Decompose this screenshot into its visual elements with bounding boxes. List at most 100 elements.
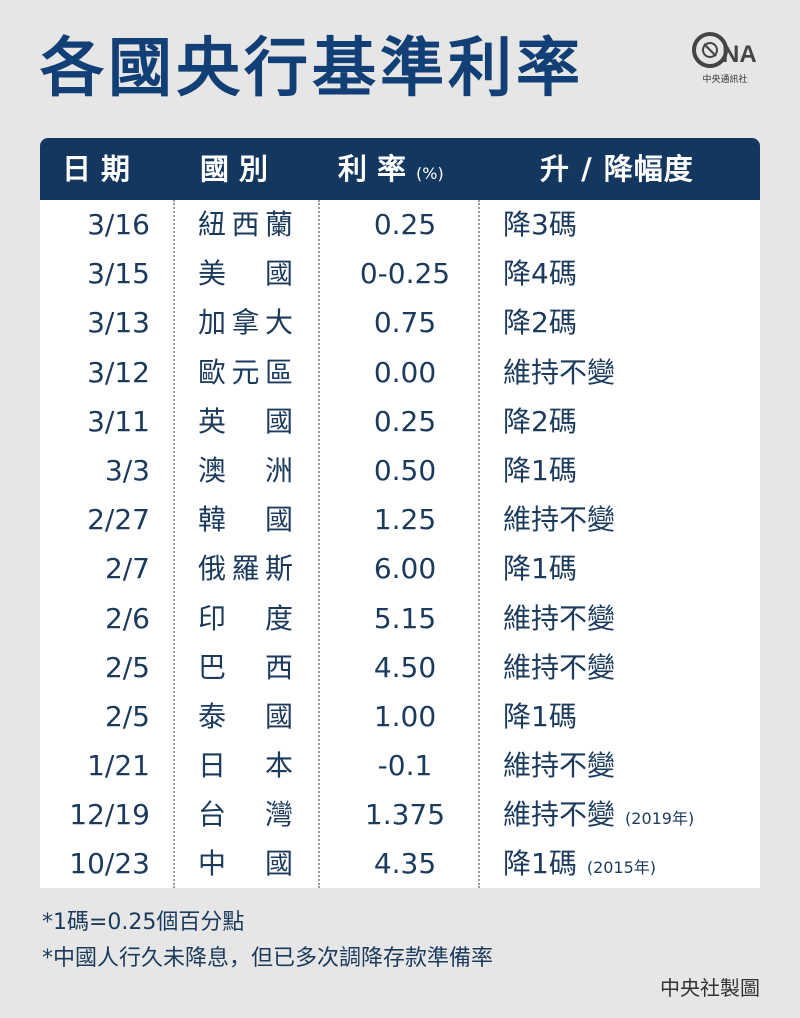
page-title: 各國央行基準利率 — [40, 32, 584, 106]
cell-date: 12/19 — [69, 798, 150, 832]
table-row: 3/11 英國 0.25 降2碼 — [40, 397, 760, 446]
cell-country: 印度 — [198, 601, 293, 635]
cell-change-text: 維持不變 — [503, 650, 616, 684]
cell-country: 加拿大 — [198, 306, 293, 340]
cell-change: 維持不變 — [503, 643, 615, 692]
cell-rate: 4.50 — [373, 650, 437, 684]
interest-rate-table: 日期 國別 利率(%) 升 / 降幅度 3/16 紐西蘭 0.25 降3碼 3/15 美國… — [40, 138, 760, 888]
column-divider — [478, 200, 480, 888]
cell-change: 降1碼 — [503, 692, 577, 741]
header-country: 國別 — [200, 152, 279, 186]
cell-date: 1/21 — [87, 749, 150, 783]
cell-country: 歐元區 — [198, 355, 293, 389]
cna-logo: NA 中央通訊社 — [690, 30, 760, 90]
cell-date: 2/5 — [104, 650, 150, 684]
cell-change: 降1碼 — [503, 544, 577, 593]
table-row: 3/12 歐元區 0.00 維持不變 — [40, 348, 760, 397]
footnote-1: *1碼=0.25個百分點 — [42, 910, 245, 935]
cell-change-text: 維持不變 — [503, 355, 616, 389]
cell-change-text: 降2碼 — [503, 404, 577, 438]
table-row: 3/15 美國 0-0.25 降4碼 — [40, 249, 760, 298]
cell-date: 3/3 — [104, 453, 150, 487]
cell-country: 澳洲 — [198, 453, 293, 487]
logo-subtitle: 中央通訊社 — [702, 75, 748, 85]
cell-country: 巴西 — [198, 650, 293, 684]
cell-rate: 4.35 — [373, 847, 437, 881]
cell-change-text: 降1碼 — [503, 699, 577, 733]
cell-country: 紐西蘭 — [198, 208, 293, 241]
cell-country: 日本 — [198, 749, 293, 783]
table-row: 2/5 巴西 4.50 維持不變 — [40, 643, 760, 692]
cell-date: 2/27 — [87, 503, 150, 537]
cell-rate: 0.50 — [373, 453, 437, 487]
cell-rate: 1.00 — [373, 699, 437, 733]
cell-date: 3/16 — [87, 208, 150, 241]
header-rate-label: 利率 — [338, 152, 417, 186]
table-row: 2/27 韓國 1.25 維持不變 — [40, 495, 760, 544]
cell-change: 降2碼 — [503, 298, 577, 347]
cell-change-text: 維持不變 — [503, 749, 616, 783]
cell-change: 維持不變 — [503, 594, 615, 643]
table-row: 1/21 日本 -0.1 維持不變 — [40, 741, 760, 790]
table-row: 2/5 泰國 1.00 降1碼 — [40, 692, 760, 741]
table-header: 日期 國別 利率(%) 升 / 降幅度 — [40, 138, 760, 200]
cell-country: 英國 — [198, 404, 293, 438]
cell-change-text: 降3碼 — [503, 208, 577, 241]
cell-country: 韓國 — [198, 503, 293, 537]
cell-change-text: 降2碼 — [503, 306, 577, 340]
cell-change-note: (2015年) — [586, 858, 657, 878]
cell-country: 泰國 — [198, 699, 293, 733]
svg-text:NA: NA — [722, 41, 757, 68]
cell-rate: 0.25 — [373, 404, 437, 438]
cell-rate: 5.15 — [373, 601, 437, 635]
table-row: 3/3 澳洲 0.50 降1碼 — [40, 446, 760, 495]
cell-change: 降4碼 — [503, 249, 577, 298]
cell-rate: 0.00 — [373, 355, 437, 389]
cell-date: 2/5 — [104, 699, 150, 733]
header-rate-unit: (%) — [416, 164, 444, 183]
cell-change: 維持不變 — [503, 741, 615, 790]
cell-date: 2/7 — [104, 552, 150, 586]
cell-change: 維持不變 (2019年) — [503, 790, 694, 843]
cell-rate: 0.25 — [373, 208, 437, 241]
credit-text: 中央社製圖 — [660, 976, 760, 1000]
header-date: 日期 — [62, 152, 141, 186]
cell-change: 降1碼 — [503, 446, 577, 495]
cell-date: 2/6 — [104, 601, 150, 635]
column-divider — [173, 200, 175, 888]
cell-country: 美國 — [198, 257, 293, 291]
cell-date: 3/11 — [87, 404, 150, 438]
cell-date: 3/15 — [87, 257, 150, 291]
column-divider — [318, 200, 320, 888]
cell-rate: 0.75 — [373, 306, 437, 340]
cell-country: 俄羅斯 — [198, 552, 293, 586]
cell-rate: 0-0.25 — [359, 257, 451, 291]
cell-change-text: 維持不變 — [503, 601, 616, 635]
cell-change-text: 降4碼 — [503, 257, 577, 291]
cell-rate: 1.375 — [364, 798, 446, 832]
cna-logo-icon: NA — [692, 32, 757, 68]
table-body: 3/16 紐西蘭 0.25 降3碼 3/15 美國 0-0.25 降4碼 3/13 加拿大 0.75… — [40, 200, 760, 888]
cell-change: 維持不變 — [503, 495, 615, 544]
cell-rate: 6.00 — [373, 552, 437, 586]
table-row: 10/23 中國 4.35 降1碼 (2015年) — [40, 839, 760, 888]
cell-date: 10/23 — [69, 847, 150, 881]
cell-change: 維持不變 — [503, 348, 615, 397]
cell-rate: -0.1 — [377, 749, 433, 783]
cell-change-note: (2019年) — [625, 809, 695, 829]
header-change: 升 / 降幅度 — [540, 152, 694, 186]
cell-change: 降1碼 (2015年) — [503, 839, 656, 892]
cell-change-text: 降1碼 — [503, 552, 577, 586]
table-row: 3/16 紐西蘭 0.25 降3碼 — [40, 200, 760, 249]
header-rate: 利率(%) — [338, 138, 444, 205]
cell-rate: 1.25 — [373, 503, 437, 537]
footnote-2: *中國人行久未降息，但已多次調降存款準備率 — [42, 946, 494, 971]
table-row: 3/13 加拿大 0.75 降2碼 — [40, 298, 760, 347]
cell-change-text: 降1碼 — [503, 453, 577, 487]
cell-country: 中國 — [198, 847, 293, 881]
table-row: 12/19 台灣 1.375 維持不變 (2019年) — [40, 790, 760, 839]
cell-change: 降2碼 — [503, 397, 577, 446]
cell-change-text: 維持不變 — [503, 503, 616, 537]
cell-change: 降3碼 — [503, 200, 577, 249]
cell-country: 台灣 — [198, 798, 293, 832]
